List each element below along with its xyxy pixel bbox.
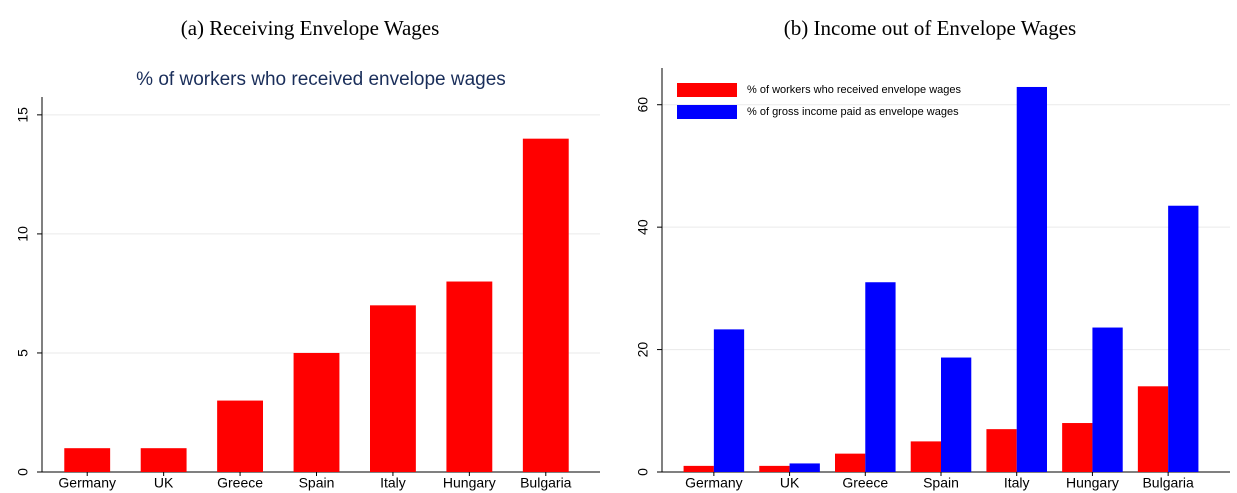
bar	[789, 463, 820, 472]
bar	[759, 465, 790, 472]
x-tick-label: Germany	[685, 475, 743, 491]
x-tick-label: Hungary	[1066, 475, 1119, 491]
bar	[986, 429, 1017, 472]
y-tick-label: 20	[635, 342, 651, 358]
x-tick-label: Germany	[58, 475, 116, 491]
legend-label: % of workers who received envelope wages	[747, 84, 962, 96]
x-tick-label: UK	[154, 475, 174, 491]
x-tick-label: Italy	[380, 475, 406, 491]
bar	[1168, 205, 1199, 472]
x-tick-label: Greece	[842, 475, 888, 491]
bar	[1137, 386, 1169, 472]
legend-swatch	[677, 105, 737, 119]
y-tick-label: 60	[635, 97, 651, 113]
bar	[910, 441, 941, 472]
bar	[522, 138, 569, 472]
bar	[446, 281, 493, 472]
bar	[1016, 86, 1047, 472]
x-tick-label: Bulgaria	[520, 475, 572, 491]
legend-label: % of gross income paid as envelope wages	[747, 106, 959, 118]
caption: (b) Income out of Envelope Wages	[784, 16, 1076, 40]
y-tick-label: 40	[635, 219, 651, 235]
bar	[683, 465, 714, 472]
bar	[293, 352, 340, 472]
bar	[941, 357, 972, 472]
x-tick-label: UK	[780, 475, 800, 491]
x-tick-label: Greece	[217, 475, 263, 491]
bar	[1062, 423, 1093, 472]
bar	[865, 282, 896, 472]
bar	[140, 448, 187, 472]
legend-swatch	[677, 83, 737, 97]
x-tick-label: Italy	[1004, 475, 1030, 491]
x-tick-label: Spain	[923, 475, 959, 491]
bar	[1092, 327, 1123, 472]
x-tick-label: Spain	[299, 475, 335, 491]
bar	[370, 305, 416, 472]
y-tick-label: 0	[15, 468, 31, 476]
bar	[217, 400, 263, 472]
bar	[713, 329, 745, 472]
y-tick-label: 0	[635, 468, 651, 476]
x-tick-label: Bulgaria	[1142, 475, 1194, 491]
plot-title: % of workers who received envelope wages	[136, 69, 506, 90]
x-tick-label: Hungary	[443, 475, 496, 491]
y-tick-label: 5	[15, 349, 31, 357]
caption: (a) Receiving Envelope Wages	[181, 16, 440, 40]
bar	[64, 448, 111, 472]
y-tick-label: 15	[15, 107, 31, 123]
y-tick-label: 10	[15, 226, 31, 242]
bar	[835, 453, 866, 472]
